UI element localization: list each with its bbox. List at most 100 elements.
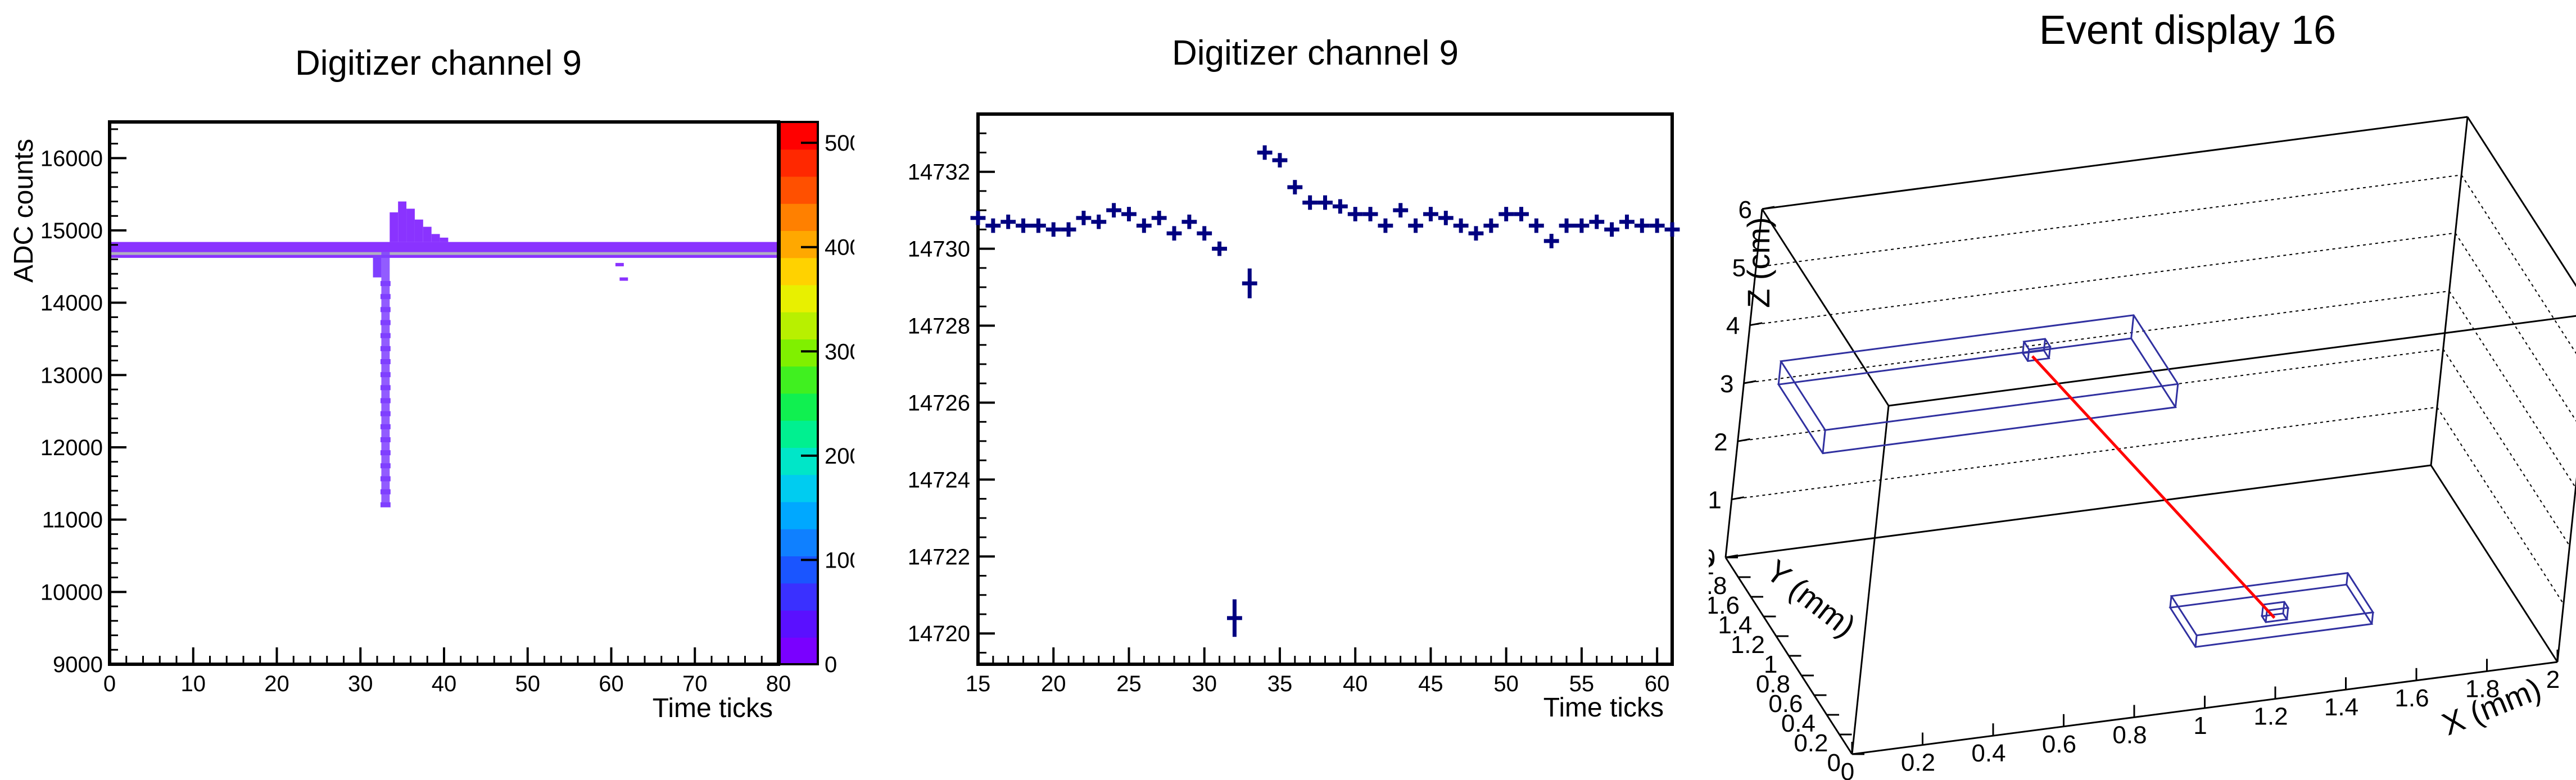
colorbar-segment — [780, 610, 818, 638]
upper-detector-slab-face — [1777, 337, 2177, 455]
z-tick-label: 3 — [1720, 370, 1733, 398]
colorbar-segment — [780, 474, 818, 502]
x-tick-label: 0 — [103, 672, 116, 696]
spike-left-bin — [373, 256, 382, 278]
y-tick-label: 14730 — [908, 237, 970, 262]
lower-hit-cube-edge — [2265, 610, 2268, 623]
spike-bin — [380, 450, 391, 456]
heatmap-title: Digitizer channel 9 — [295, 44, 582, 83]
y-tick-label: 14722 — [908, 545, 970, 569]
side-wall-gridline — [2442, 348, 2570, 546]
box-edge-vertical — [1851, 405, 1890, 755]
box-edge-top — [1888, 315, 2576, 407]
bump-bin — [398, 201, 407, 242]
z-tick — [1731, 496, 1745, 501]
profile-x-axis-label: Time ticks — [1543, 693, 1664, 723]
event-display-panel: Event display 16 Z (cm) Y (mm) X (mm) 01… — [1709, 0, 2576, 780]
z-tick — [1750, 322, 1763, 326]
baseline-band — [110, 242, 778, 258]
x-tick-label: 1.6 — [2394, 684, 2429, 712]
x-tick-label: 1.4 — [2324, 693, 2358, 721]
spike-bin — [380, 320, 391, 325]
spike-bin — [380, 489, 391, 495]
colorbar-segment — [780, 637, 818, 665]
spike-bin — [380, 398, 391, 403]
colorbar-segment — [780, 149, 818, 177]
z-tick — [1755, 264, 1769, 268]
x-tick-label: 20 — [1041, 672, 1066, 696]
side-wall-gridline — [2467, 116, 2576, 287]
z-tick — [1762, 206, 1775, 210]
heatmap-frame — [108, 120, 780, 666]
x-tick-label: 1 — [2193, 712, 2207, 740]
lower-detector-slab-edge — [2371, 612, 2374, 624]
bump-bin — [423, 226, 432, 242]
x-tick-label: 45 — [1418, 672, 1443, 696]
event-display-y-label: Y (mm) — [1760, 553, 1863, 644]
x-tick-label: 15 — [966, 672, 991, 696]
colorbar-tick-label: 3000 — [825, 339, 854, 364]
colorbar-segment — [780, 393, 818, 421]
z-tick — [1737, 438, 1750, 442]
y-tick-label: 1.8 — [1709, 572, 1727, 600]
bump-bin — [440, 237, 449, 242]
x-tick-label: 0 — [1841, 758, 1854, 780]
bump-bin — [414, 219, 423, 242]
y-tick-label: 15000 — [40, 219, 103, 243]
y-tick-label: 1 — [1764, 651, 1777, 678]
y-tick-label: 0 — [1827, 749, 1841, 777]
x-tick-label: 60 — [599, 672, 624, 696]
colorbar-tick-label: 0 — [825, 652, 837, 677]
colorbar-segment — [780, 339, 818, 367]
y-tick-label: 14724 — [908, 468, 970, 492]
colorbar-segment — [780, 284, 818, 312]
x-tick-label: 55 — [1569, 672, 1595, 696]
heatmap-x-axis-label: Time ticks — [653, 693, 773, 723]
profile-plot-area: 15 20 25 30 35 40 45 50 55 60 14720 14722 14724 14726… — [908, 112, 1680, 696]
upper-hit-cube-edge — [2043, 338, 2047, 351]
x-tick-label: 60 — [1645, 672, 1670, 696]
spike-bin — [380, 385, 391, 391]
spike-bin — [380, 463, 391, 469]
colorbar-segment — [780, 203, 818, 231]
y-tick-label: 14000 — [40, 291, 103, 316]
x-tick-label: 30 — [1192, 672, 1217, 696]
x-tick-label: 40 — [1343, 672, 1368, 696]
box-edge-bottom — [1725, 464, 2432, 559]
x-tick-label: 80 — [766, 672, 791, 696]
event-display-plot-area: 012345600.20.40.60.811.21.41.61.8200.20.… — [1709, 116, 2576, 780]
side-wall-gridline — [2461, 174, 2576, 355]
y-tick-label: 14732 — [908, 160, 970, 185]
x-tick-label: 0.6 — [2042, 731, 2076, 758]
spike-bin — [380, 424, 391, 429]
bump-bin — [390, 212, 399, 242]
z-tick — [1744, 380, 1756, 384]
particle-track — [2031, 355, 2276, 619]
y-tick-label: 14720 — [908, 622, 970, 646]
colorbar-segment — [780, 420, 818, 448]
x-tick-label: 0.2 — [1901, 749, 1935, 777]
y-tick-label: 10000 — [40, 580, 103, 605]
spike-bin — [380, 437, 391, 442]
box-edge-top — [1761, 208, 1890, 406]
side-wall-gridline — [2448, 291, 2576, 488]
colorbar-segment — [780, 230, 818, 259]
colorbar-segment — [780, 176, 818, 204]
outlier-bin — [619, 277, 628, 281]
spike-bin — [380, 359, 391, 365]
y-tick-label: 2 — [1709, 552, 1714, 580]
outlier-bin — [615, 262, 624, 266]
y-tick-label: 12000 — [40, 436, 103, 460]
heatmap-plot-area: 0 10 20 30 40 50 60 70 8090001000011000120001300… — [40, 120, 854, 696]
colorbar-segment — [780, 447, 818, 475]
bump-bin — [406, 208, 415, 242]
spike-bin — [380, 294, 391, 300]
colorbar-segment — [780, 311, 818, 339]
spike-bin — [380, 281, 391, 287]
spike-bin — [380, 502, 391, 507]
upper-hit-cube-edge — [2048, 346, 2052, 359]
x-tick-label: 0.8 — [2112, 721, 2147, 749]
side-wall-gridline — [2436, 407, 2564, 605]
x-tick-label: 50 — [515, 672, 541, 696]
box-edge-vertical — [2556, 477, 2576, 663]
